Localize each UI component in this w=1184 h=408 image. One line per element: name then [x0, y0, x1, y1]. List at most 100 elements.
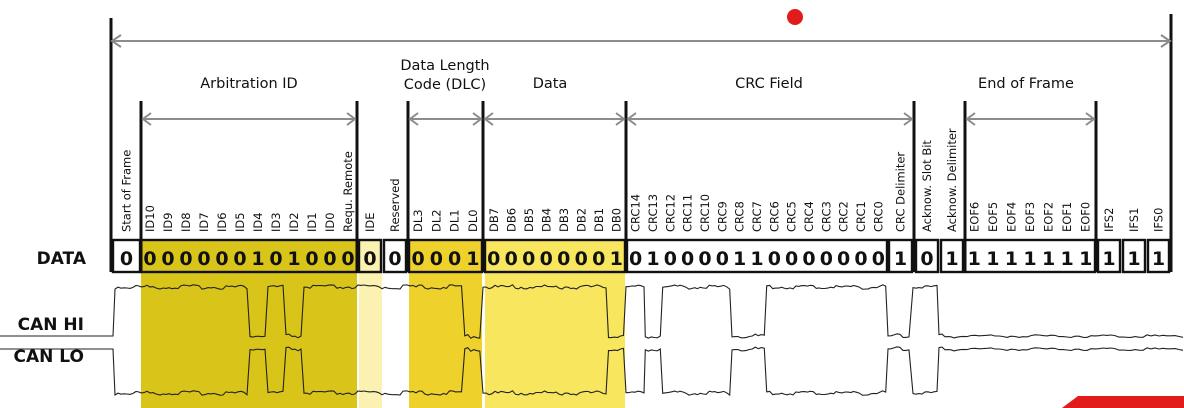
field-label: CRC8 — [733, 201, 747, 232]
field-label: EOF3 — [1023, 202, 1037, 232]
field-label: Requ. Remote — [341, 151, 355, 232]
bit-box — [139, 238, 359, 274]
field-label: EOF6 — [967, 202, 981, 232]
field-label: CRC2 — [837, 201, 851, 232]
dlc-band — [409, 240, 482, 408]
dlc-span-arrow-left-head — [408, 112, 419, 126]
eof-span-arrow-left-head — [965, 112, 976, 126]
bit-value: 0 — [305, 248, 318, 270]
bit-value: 1 — [466, 248, 479, 270]
red-dot-marker — [787, 9, 803, 25]
bit-box — [407, 238, 484, 274]
bit-box — [1146, 238, 1171, 274]
bit-value: 1 — [287, 248, 300, 270]
bit-value: 1 — [646, 248, 659, 270]
bit-value: 0 — [233, 248, 246, 270]
bit-box — [1121, 238, 1147, 274]
bit-value: 0 — [802, 248, 815, 270]
field-label: ID2 — [287, 212, 301, 232]
bit-value: 1 — [610, 248, 623, 270]
bit-value: 0 — [768, 248, 781, 270]
field-label: CRC Delimiter — [894, 152, 908, 232]
frame-lines — [109, 14, 1173, 272]
field-label: ID10 — [143, 205, 157, 232]
field-label: EOF2 — [1042, 202, 1056, 232]
bit-value: 0 — [522, 248, 535, 270]
crc-span-arrow-left-head — [626, 112, 637, 126]
bit-value: 0 — [592, 248, 605, 270]
arbitration-span-arrow-left-head — [141, 112, 152, 126]
field-label: ID3 — [269, 212, 283, 232]
field-label: ID6 — [215, 212, 229, 232]
data-band — [485, 240, 625, 408]
highlight-bands — [141, 240, 625, 408]
bit-value: 0 — [215, 248, 228, 270]
bit-box — [357, 238, 383, 274]
bit-box — [382, 238, 408, 274]
field-label: CRC12 — [663, 194, 677, 232]
field-label: DB3 — [557, 208, 571, 232]
data-row-label: DATA — [37, 249, 87, 269]
field-label: CRC4 — [802, 201, 816, 232]
can-lo-label: CAN LO — [14, 347, 84, 367]
field-label: DB5 — [522, 208, 536, 232]
bit-box — [939, 238, 965, 274]
bit-value: 0 — [820, 248, 833, 270]
ide-band — [359, 240, 382, 408]
field-label: DB1 — [592, 208, 606, 232]
field-label: EOF5 — [986, 202, 1000, 232]
field-label: DL0 — [466, 209, 480, 232]
bit-value: 0 — [341, 248, 354, 270]
bit-value: 0 — [872, 248, 885, 270]
field-label: CRC9 — [715, 201, 729, 232]
field-label: CRC0 — [871, 201, 885, 232]
field-label: IFS1 — [1127, 208, 1141, 232]
can-hi-label: CAN HI — [18, 315, 84, 335]
field-label: CRC3 — [819, 201, 833, 232]
bit-value: 0 — [197, 248, 210, 270]
bit-value: 1 — [251, 248, 264, 270]
field-label: DB6 — [504, 208, 518, 232]
bit-value: 1 — [1127, 248, 1140, 270]
bit-value: 0 — [120, 248, 133, 270]
bit-value: 0 — [448, 248, 461, 270]
bit-value: 0 — [854, 248, 867, 270]
frame-span-arrow-right-head — [1160, 34, 1172, 48]
field-label: IDE — [363, 212, 377, 232]
frame-span-arrow-left-head — [110, 34, 122, 48]
bit-value: 1 — [894, 248, 907, 270]
field-label: EOF0 — [1079, 202, 1093, 232]
data-span-arrow-left-head — [483, 112, 494, 126]
field-label: CRC1 — [854, 201, 868, 232]
eof-span-arrow-right-head — [1085, 112, 1096, 126]
bit-value: 0 — [388, 248, 401, 270]
field-label: CRC6 — [767, 201, 781, 232]
field-label: ID7 — [197, 212, 211, 232]
field-label: DB2 — [574, 208, 588, 232]
bit-value: 0 — [323, 248, 336, 270]
field-label: Start of Frame — [120, 150, 134, 232]
field-label: CRC5 — [785, 201, 799, 232]
bit-value: 1 — [1061, 248, 1074, 270]
field-label: EOF4 — [1004, 202, 1018, 232]
can-lo-waveform — [0, 346, 1184, 397]
bit-value: 1 — [1023, 248, 1036, 270]
section-title-arbitration: Arbitration ID — [200, 76, 297, 92]
bit-value: 0 — [161, 248, 174, 270]
bit-value: 0 — [505, 248, 518, 270]
bit-value: 1 — [750, 248, 763, 270]
bit-value: 0 — [269, 248, 282, 270]
bit-value: 1 — [1042, 248, 1055, 270]
bit-value: 1 — [968, 248, 981, 270]
data-span-arrow-right-head — [615, 112, 626, 126]
field-label: DB7 — [487, 208, 501, 232]
section-title-eof: End of Frame — [978, 76, 1074, 92]
bit-box — [1096, 238, 1122, 274]
section-title-dlc: Code (DLC) — [404, 77, 486, 93]
bit-value: 1 — [1005, 248, 1018, 270]
field-label: ID0 — [323, 212, 337, 232]
field-label: DL1 — [448, 209, 462, 232]
section-title-dlc: Data Length — [400, 58, 489, 74]
field-label: CRC10 — [698, 194, 712, 232]
